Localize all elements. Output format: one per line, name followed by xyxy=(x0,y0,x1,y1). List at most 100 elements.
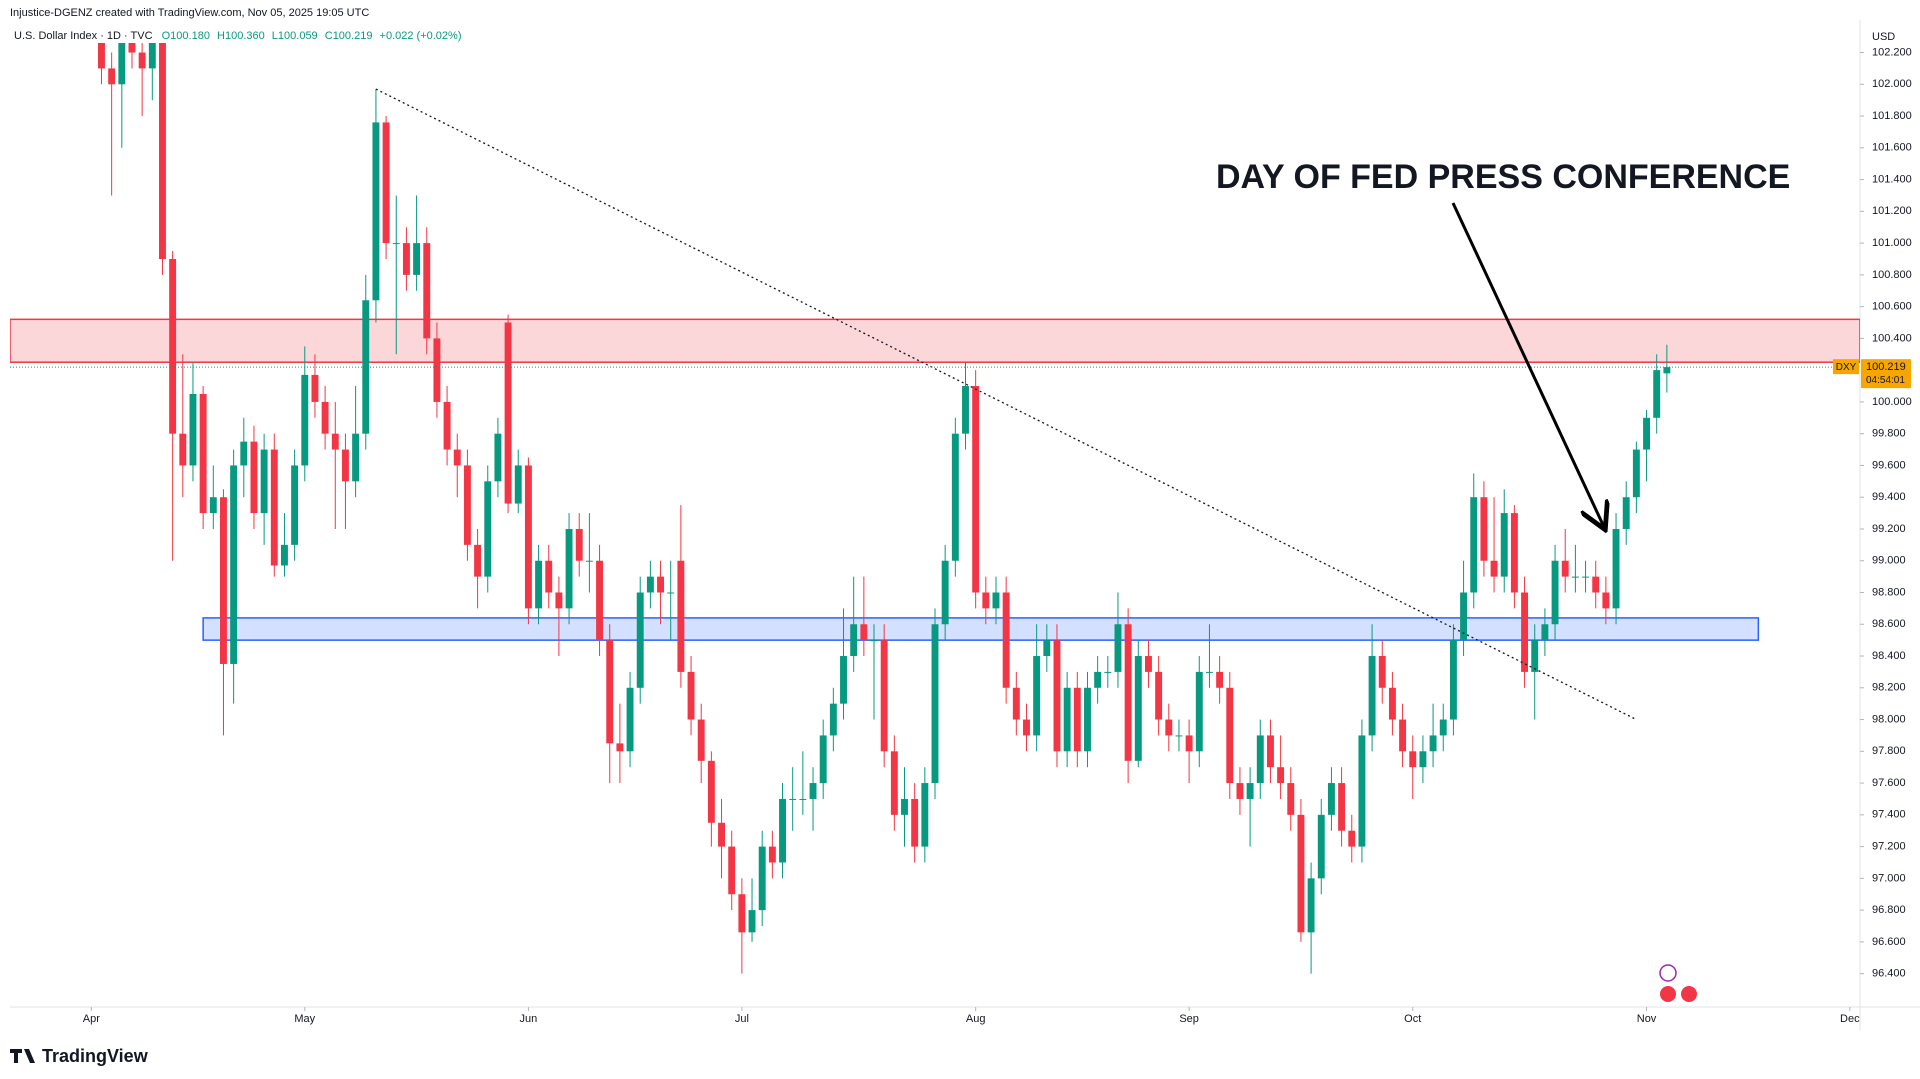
candle-body xyxy=(596,560,604,641)
candle-body xyxy=(870,640,878,642)
candle-body xyxy=(1124,624,1132,761)
countdown: 04:54:01 xyxy=(1866,375,1905,386)
candle-body xyxy=(951,433,959,561)
candle-body xyxy=(616,743,624,752)
candle-body xyxy=(840,656,847,704)
candle-body xyxy=(280,544,288,566)
candle-body xyxy=(494,433,502,482)
candle-body xyxy=(1521,592,1529,672)
candle-body xyxy=(1216,671,1224,688)
x-tick-label: Dec xyxy=(1840,1013,1860,1025)
candle-body xyxy=(758,846,766,911)
candle-body xyxy=(1317,814,1325,879)
candle-body xyxy=(1327,783,1335,815)
candle-body xyxy=(128,43,136,53)
credit: Injustice-DGENZ created with TradingView… xyxy=(10,7,369,19)
candle-body xyxy=(270,449,278,566)
y-tick-label: 97.200 xyxy=(1872,841,1906,853)
y-tick-label: 97.800 xyxy=(1872,745,1906,757)
candle-body xyxy=(1531,640,1539,672)
y-tick-label: 99.600 xyxy=(1872,459,1906,471)
candle-body xyxy=(504,322,512,504)
candle-body xyxy=(819,735,827,784)
candle-body xyxy=(748,910,756,933)
candle-body xyxy=(514,465,522,504)
y-tick-label: 102.200 xyxy=(1872,46,1912,58)
candle-body xyxy=(1571,576,1579,578)
candle-body xyxy=(1236,783,1244,799)
event-icons xyxy=(1659,964,1697,1002)
candle-body xyxy=(707,760,715,823)
y-tick-label: 99.400 xyxy=(1872,491,1906,503)
currency: USD xyxy=(1872,31,1895,43)
candle-body xyxy=(138,52,146,69)
candle-body xyxy=(636,592,644,688)
candle-body xyxy=(189,393,197,466)
candle-body xyxy=(779,798,786,863)
candle-body xyxy=(1490,560,1498,577)
candle-body xyxy=(1033,656,1041,736)
candle-body xyxy=(606,640,614,744)
y-tick-label: 96.800 xyxy=(1872,904,1906,916)
annotation-arrow xyxy=(1451,202,1604,527)
candle-body xyxy=(1297,814,1305,933)
candle-body xyxy=(1582,576,1590,578)
brand: TradingView xyxy=(42,1046,149,1066)
candle-body xyxy=(1460,592,1468,641)
candle-body xyxy=(646,576,654,593)
candle-body xyxy=(1145,656,1152,672)
candle-body xyxy=(474,544,482,577)
candle-body xyxy=(321,401,329,434)
candle-body xyxy=(535,560,543,609)
candle-body xyxy=(687,671,695,720)
candle-body xyxy=(341,449,349,482)
y-tick-label: 97.400 xyxy=(1872,809,1906,821)
candle-body xyxy=(667,592,675,594)
candle-body xyxy=(901,798,908,815)
candle-body xyxy=(433,338,441,402)
candle-body xyxy=(1439,719,1447,736)
x-tick-label: Oct xyxy=(1404,1013,1421,1025)
candle-body xyxy=(148,43,156,69)
candle-body xyxy=(1409,751,1417,768)
candle-body xyxy=(921,783,929,847)
candle-body xyxy=(555,592,563,609)
candle-body xyxy=(179,433,187,466)
x-tick-label: May xyxy=(294,1013,315,1025)
candle-body xyxy=(1480,497,1488,561)
candle-body xyxy=(911,798,919,847)
candle-body xyxy=(1338,783,1346,831)
symbol-tag xyxy=(1833,359,1859,375)
symbol-label: DXY xyxy=(1836,362,1857,373)
candle-body xyxy=(1500,513,1508,577)
candle-body xyxy=(240,441,248,466)
annotation: DAY OF FED PRESS CONFERENCE xyxy=(1216,158,1790,196)
candle-body xyxy=(850,624,858,657)
candle-body xyxy=(230,465,238,664)
candle-body xyxy=(1094,671,1102,688)
candle-body xyxy=(413,243,421,275)
candle-body xyxy=(220,497,227,664)
y-tick-label: 98.400 xyxy=(1872,650,1906,662)
candle-body xyxy=(118,43,126,85)
candle-body xyxy=(1053,640,1061,752)
candle-body xyxy=(331,433,339,450)
y-tick-label: 97.000 xyxy=(1872,872,1906,884)
candle-body xyxy=(1063,687,1071,752)
candle-body xyxy=(484,481,492,577)
candle-body xyxy=(1104,671,1112,673)
legend-close: C100.219 xyxy=(325,30,373,42)
y-tick-label: 96.400 xyxy=(1872,968,1906,980)
candle-body xyxy=(1114,624,1122,672)
candle-body xyxy=(718,822,725,847)
candle-body xyxy=(972,386,980,593)
legend: U.S. Dollar Index · 1D · TVC O100.180 H1… xyxy=(14,30,461,42)
candle-body xyxy=(352,433,360,482)
candle-body xyxy=(1622,497,1630,529)
candle-body xyxy=(860,624,868,641)
legend-high: H100.360 xyxy=(217,30,265,42)
candle-body xyxy=(1175,735,1183,737)
x-tick-label: Aug xyxy=(966,1013,986,1025)
candle-body xyxy=(301,374,309,466)
candle-body xyxy=(677,560,685,672)
